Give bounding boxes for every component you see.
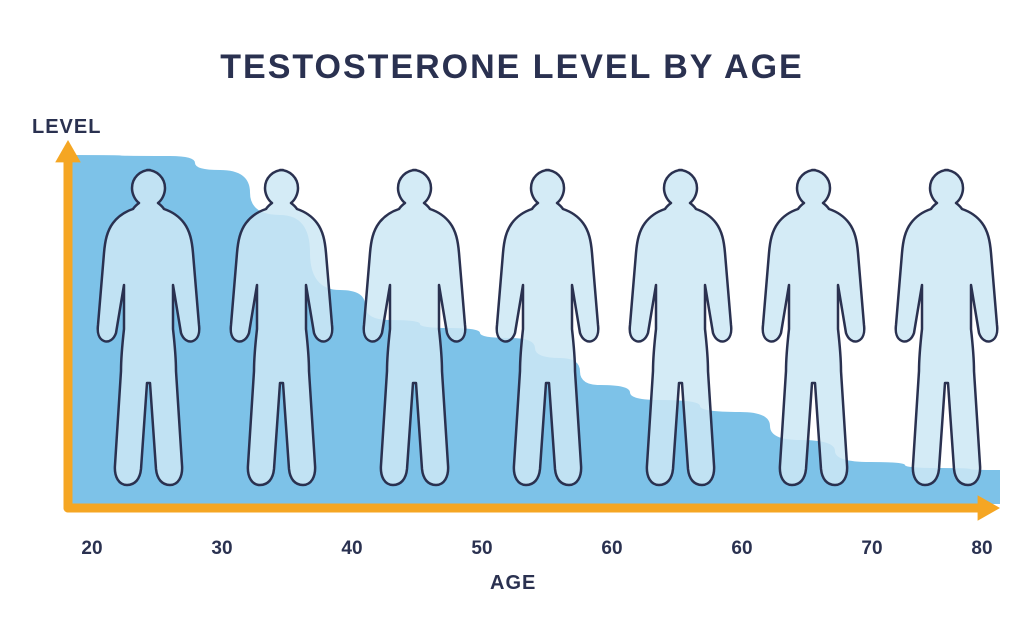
x-tick-label: 60: [731, 538, 752, 560]
x-tick-label: 30: [211, 538, 232, 560]
x-tick-label: 70: [861, 538, 882, 560]
x-tick-label: 20: [81, 538, 102, 560]
x-tick-label: 60: [601, 538, 622, 560]
x-tick-label: 50: [471, 538, 492, 560]
x-tick-label: 40: [341, 538, 362, 560]
x-tick-label: 80: [971, 538, 992, 560]
infographic-container: { "chart": { "type": "infographic", "tit…: [0, 0, 1024, 637]
human-figure-icon: [896, 170, 998, 485]
